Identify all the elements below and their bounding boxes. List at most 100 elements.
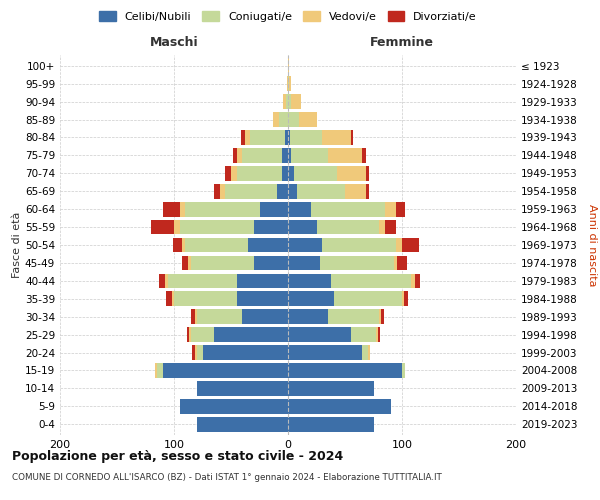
Bar <box>248 238 288 252</box>
Bar <box>289 76 292 91</box>
Bar <box>242 148 283 162</box>
Bar <box>166 292 172 306</box>
Bar <box>288 166 294 180</box>
Bar <box>331 274 411 288</box>
Bar <box>328 310 379 324</box>
Y-axis label: Anni di nascita: Anni di nascita <box>587 204 597 286</box>
Bar <box>173 238 182 252</box>
Bar <box>273 112 279 127</box>
Bar <box>214 184 220 198</box>
Bar <box>379 310 382 324</box>
Bar <box>311 202 385 216</box>
Bar <box>337 166 365 180</box>
Bar <box>214 328 288 342</box>
Bar <box>402 292 404 306</box>
Bar <box>236 274 288 288</box>
Bar <box>322 238 397 252</box>
Bar <box>288 256 320 270</box>
Bar <box>415 274 420 288</box>
Bar <box>397 256 407 270</box>
Bar <box>378 328 380 342</box>
Bar <box>334 292 402 306</box>
Bar <box>292 94 301 109</box>
Bar <box>191 328 214 342</box>
Bar <box>155 363 157 378</box>
Bar <box>385 202 396 216</box>
Bar <box>165 274 168 288</box>
Y-axis label: Fasce di età: Fasce di età <box>12 212 22 278</box>
Bar <box>250 130 284 145</box>
Bar <box>159 274 165 288</box>
Bar <box>174 292 236 306</box>
Bar <box>288 345 362 360</box>
Bar <box>286 94 288 109</box>
Bar <box>317 220 379 234</box>
Bar <box>185 202 260 216</box>
Bar <box>288 94 292 109</box>
Bar <box>288 417 373 432</box>
Bar <box>288 130 290 145</box>
Bar <box>182 238 185 252</box>
Bar <box>283 94 286 109</box>
Bar <box>297 184 345 198</box>
Bar <box>231 166 236 180</box>
Bar <box>288 363 402 378</box>
Bar <box>288 202 311 216</box>
Bar <box>287 76 288 91</box>
Bar <box>191 310 194 324</box>
Bar <box>187 328 189 342</box>
Text: Maschi: Maschi <box>149 36 199 49</box>
Bar <box>288 112 299 127</box>
Bar <box>382 310 384 324</box>
Bar <box>197 310 242 324</box>
Bar <box>189 328 191 342</box>
Bar <box>180 202 185 216</box>
Bar <box>365 184 369 198</box>
Bar <box>288 220 317 234</box>
Bar <box>402 363 406 378</box>
Bar <box>180 220 254 234</box>
Bar <box>236 292 288 306</box>
Bar <box>180 399 288 413</box>
Bar <box>197 381 288 396</box>
Bar <box>163 202 180 216</box>
Bar <box>288 381 373 396</box>
Bar <box>376 328 378 342</box>
Text: Popolazione per età, sesso e stato civile - 2024: Popolazione per età, sesso e stato civil… <box>12 450 343 463</box>
Bar <box>174 220 180 234</box>
Bar <box>345 184 365 198</box>
Bar <box>288 76 289 91</box>
Bar <box>197 345 203 360</box>
Text: COMUNE DI CORNEDO ALL'ISARCO (BZ) - Dati ISTAT 1° gennaio 2024 - Elaborazione TU: COMUNE DI CORNEDO ALL'ISARCO (BZ) - Dati… <box>12 472 442 482</box>
Bar <box>197 417 288 432</box>
Bar <box>283 166 288 180</box>
Bar <box>288 292 334 306</box>
Bar <box>368 345 370 360</box>
Bar <box>168 274 236 288</box>
Bar <box>404 292 408 306</box>
Bar <box>191 256 254 270</box>
Bar <box>292 148 328 162</box>
Bar <box>188 256 191 270</box>
Bar <box>277 184 288 198</box>
Bar <box>236 166 283 180</box>
Bar <box>379 220 385 234</box>
Bar <box>185 238 248 252</box>
Bar <box>172 292 174 306</box>
Bar <box>288 399 391 413</box>
Bar <box>254 256 288 270</box>
Bar <box>157 363 163 378</box>
Bar <box>260 202 288 216</box>
Bar <box>245 130 250 145</box>
Bar <box>385 220 396 234</box>
Bar <box>192 345 194 360</box>
Bar <box>182 256 188 270</box>
Bar <box>362 148 365 162</box>
Bar <box>236 148 242 162</box>
Bar <box>397 202 406 216</box>
Bar <box>194 345 197 360</box>
Bar <box>288 238 322 252</box>
Bar <box>288 310 328 324</box>
Bar <box>362 345 368 360</box>
Bar <box>288 184 297 198</box>
